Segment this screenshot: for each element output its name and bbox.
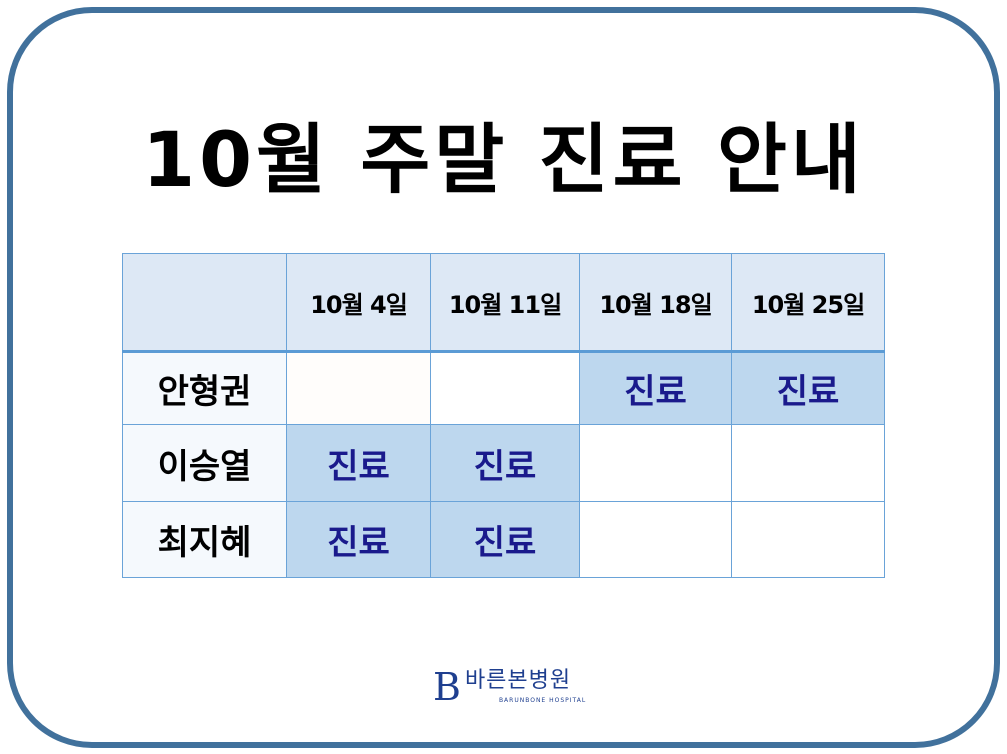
hospital-logo: B 바른본병원 BARUNBONE HOSPITAL xyxy=(433,668,586,706)
schedule-cell: 진료 xyxy=(430,424,580,502)
doctor-name: 안형권 xyxy=(122,351,287,425)
rounded-frame xyxy=(7,7,1000,748)
date-header: 10월 4일 xyxy=(286,253,431,352)
table-row: 최지혜 진료 진료 xyxy=(122,501,885,578)
schedule-cell: 진료 xyxy=(430,501,580,578)
schedule-cell xyxy=(579,424,732,502)
doctor-name: 최지혜 xyxy=(122,501,287,578)
schedule-cell: 진료 xyxy=(579,351,732,425)
date-header: 10월 18일 xyxy=(579,253,732,352)
table-row: 이승열 진료 진료 xyxy=(122,424,885,502)
schedule-table: 10월 4일 10월 11일 10월 18일 10월 25일 안형권 진료 진료… xyxy=(122,253,885,578)
schedule-cell xyxy=(579,501,732,578)
logo-mark: B xyxy=(433,665,461,709)
table-row: 안형권 진료 진료 xyxy=(122,351,885,425)
date-header: 10월 25일 xyxy=(731,253,885,352)
doctor-name: 이승열 xyxy=(122,424,287,502)
schedule-cell xyxy=(286,351,431,425)
schedule-cell: 진료 xyxy=(286,424,431,502)
header-row: 10월 4일 10월 11일 10월 18일 10월 25일 xyxy=(122,253,885,352)
schedule-cell xyxy=(731,501,885,578)
logo-korean: 바른본병원 xyxy=(464,668,572,693)
corner-cell xyxy=(122,253,287,352)
logo-english: BARUNBONE HOSPITAL xyxy=(498,697,587,704)
schedule-cell: 진료 xyxy=(731,351,885,425)
schedule-cell xyxy=(430,351,580,425)
page-title: 10월 주말 진료 안내 xyxy=(142,115,865,204)
schedule-cell: 진료 xyxy=(286,501,431,578)
date-header: 10월 11일 xyxy=(430,253,580,352)
schedule-cell xyxy=(731,424,885,502)
